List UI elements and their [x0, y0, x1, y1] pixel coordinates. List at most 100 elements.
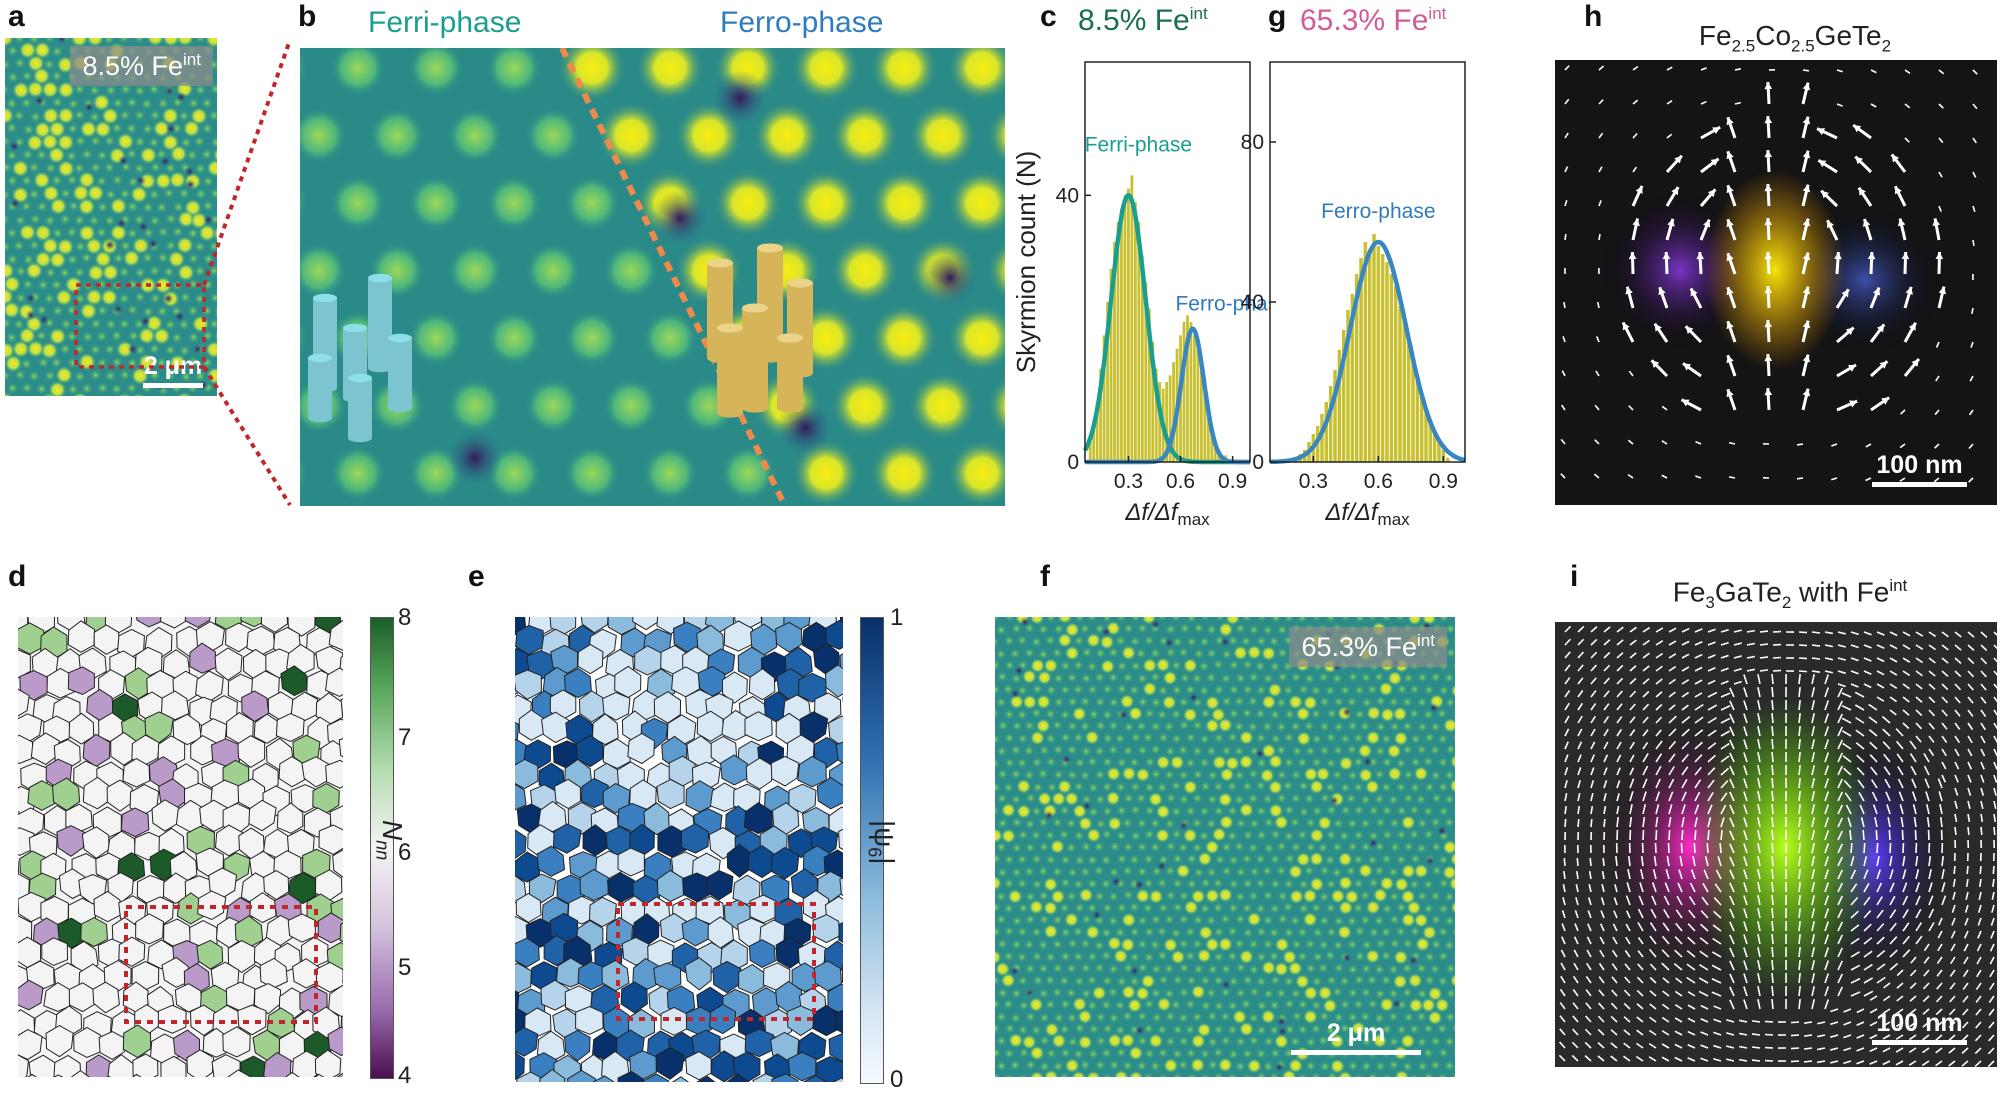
skyrmion [1213, 733, 1224, 744]
skyrmion [1059, 1072, 1070, 1077]
skyrmion [1423, 1072, 1434, 1077]
skyrmion [1410, 734, 1421, 745]
skyrmion [1080, 963, 1091, 974]
skyrmion [1191, 1034, 1206, 1049]
skyrmion [1143, 1023, 1154, 1034]
skyrmion [1242, 975, 1253, 986]
skyrmion [1256, 732, 1267, 743]
skyrmion [1450, 900, 1455, 915]
skyrmion [1390, 842, 1401, 853]
skyrmion [1193, 867, 1204, 878]
h-t3: Co [1755, 20, 1791, 51]
skyrmion [1087, 951, 1098, 962]
skyrmion [1123, 721, 1134, 732]
skyrmion [1358, 743, 1373, 758]
skyrmion [1106, 791, 1121, 806]
skyrmion [1415, 937, 1430, 952]
skyrmion [1340, 999, 1351, 1010]
skyrmion [1297, 1072, 1308, 1077]
skyrmion [1269, 1072, 1280, 1077]
skyrmion [1171, 780, 1182, 791]
skyrmion [1369, 927, 1380, 938]
skyrmion [1326, 829, 1337, 840]
skyrmion [1290, 793, 1301, 804]
spin-arrow [1564, 858, 1565, 866]
skyrmion [1288, 961, 1303, 976]
skyrmion [1366, 706, 1381, 721]
skyrmion [1029, 900, 1044, 915]
skyrmion [1396, 805, 1407, 816]
cb-e-tick-0: 0 [890, 1066, 903, 1094]
spin-arrow [1973, 138, 1976, 143]
skyrmion [300, 108, 347, 164]
skyrmion [1319, 915, 1330, 926]
skyrmion [1242, 781, 1253, 792]
skyrmion [1276, 697, 1287, 708]
skyrmion [1270, 975, 1281, 986]
panel-label-b: b [298, 0, 316, 34]
skyrmion [1185, 806, 1196, 817]
skyrmion [1025, 1060, 1036, 1071]
skyrmion [1438, 617, 1449, 623]
spin-arrowhead [1764, 150, 1772, 157]
skyrmion [995, 999, 1001, 1010]
cb-d-tick-8: 8 [398, 604, 411, 632]
skyrmion [1402, 987, 1413, 998]
skyrmion [995, 926, 1001, 937]
skyrmion [1218, 718, 1233, 733]
skyrmion [1086, 633, 1101, 648]
skyrmion [1414, 766, 1429, 781]
skyrmion [1256, 926, 1267, 937]
skyrmion [1066, 842, 1077, 853]
skyrmion [1186, 853, 1197, 864]
skyrmion [1016, 804, 1031, 819]
spin-arrow [1772, 856, 1773, 866]
spin-arrow [1772, 804, 1773, 814]
voronoi-cell [515, 963, 531, 993]
skyrmion [1297, 757, 1308, 768]
skyrmion [1227, 1000, 1238, 1011]
spin-arrowhead [1764, 82, 1772, 89]
skyrmion [564, 445, 620, 501]
skyrmion [1185, 951, 1196, 962]
spin-arrow [1799, 645, 1807, 646]
skyrmion [1242, 684, 1253, 695]
skyrmion [1353, 878, 1364, 889]
skyrmion [1108, 672, 1119, 683]
skyrmion [1052, 647, 1063, 658]
skyrmion [1235, 867, 1246, 878]
skyrmion [1144, 782, 1155, 793]
skyrmion [1221, 866, 1232, 877]
skyrmion [1221, 842, 1232, 853]
skyrmion [1018, 1024, 1029, 1035]
skyrmion [1108, 987, 1119, 998]
spin-arrow [1863, 830, 1864, 840]
skyrmion [1194, 648, 1205, 659]
spin-arrow [1812, 658, 1820, 659]
scale-line-h [1872, 482, 1967, 487]
skyrmion [1401, 864, 1416, 879]
skyrmion [1451, 1023, 1455, 1034]
skyrmion [1354, 617, 1365, 623]
skyrmion [1093, 841, 1104, 852]
panel-label-h: h [1584, 0, 1602, 34]
skyrmion [1156, 926, 1167, 937]
skyrmion [1039, 914, 1050, 925]
spin-arrow [1563, 336, 1565, 342]
skyrmion [1361, 987, 1372, 998]
skyrmion [1298, 684, 1309, 695]
histogram-bar [1368, 250, 1371, 462]
scale-bar-f: 2 μm [1291, 1019, 1421, 1055]
skyrmion [1158, 974, 1169, 985]
skyrmion [995, 853, 1002, 864]
skyrmion [642, 310, 698, 366]
skyrmion [1289, 889, 1304, 904]
skyrmion [408, 175, 464, 231]
skyrmion [1150, 914, 1161, 925]
skyrmion [1374, 964, 1385, 975]
skyrmion [1158, 903, 1169, 914]
skyrmion [1116, 1047, 1127, 1058]
skyrmion [1319, 792, 1330, 803]
histogram-bar [1377, 246, 1380, 462]
skyrmion [1452, 998, 1455, 1009]
